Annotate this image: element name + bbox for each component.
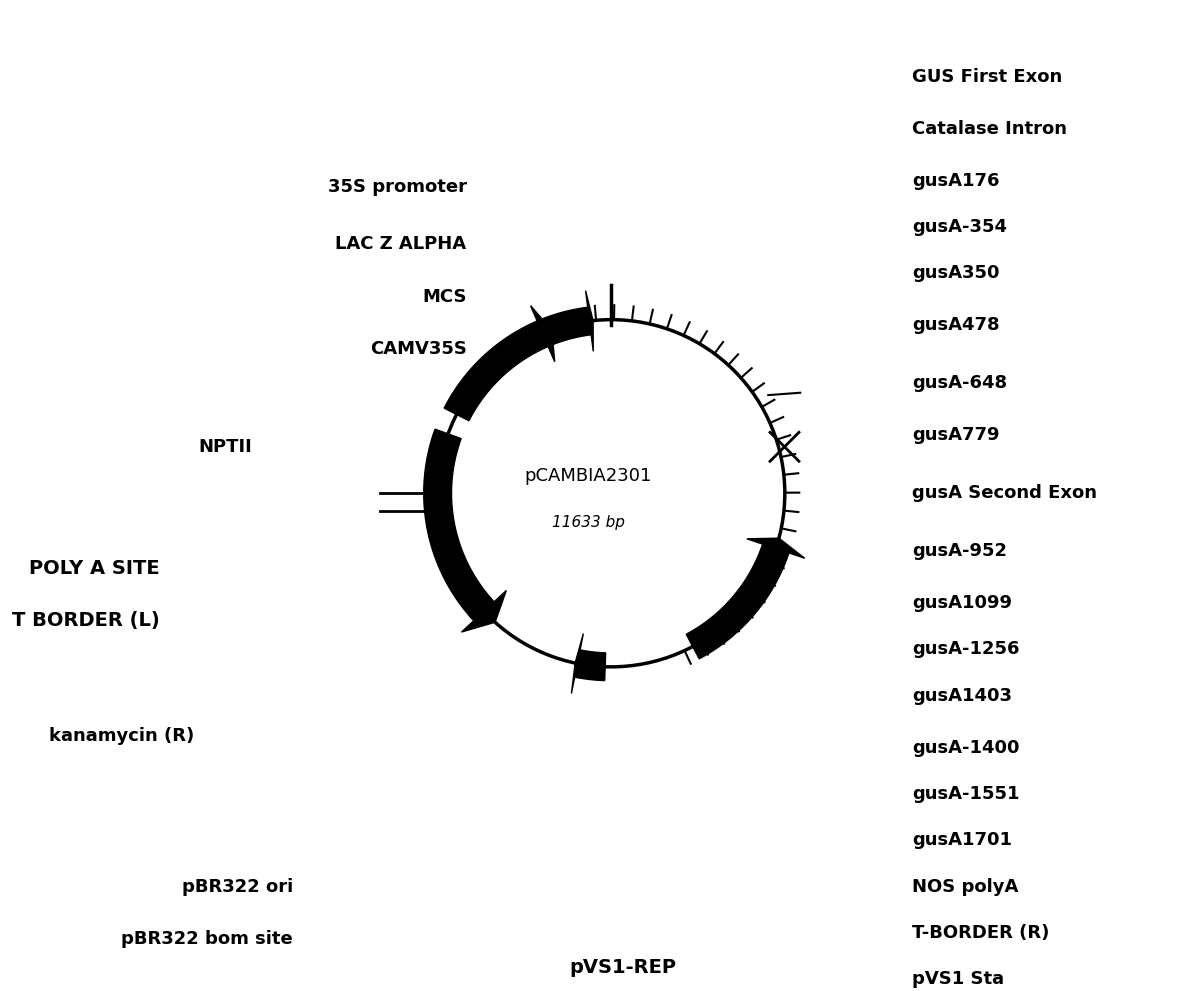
- Text: gusA Second Exon: gusA Second Exon: [912, 485, 1097, 502]
- Text: CAMV35S: CAMV35S: [370, 340, 466, 358]
- Text: gusA-1551: gusA-1551: [912, 785, 1020, 803]
- Polygon shape: [686, 544, 789, 659]
- Text: pVS1-REP: pVS1-REP: [569, 958, 677, 977]
- Text: gusA1403: gusA1403: [912, 687, 1013, 705]
- Text: gusA-648: gusA-648: [912, 375, 1007, 392]
- Text: gusA-1256: gusA-1256: [912, 640, 1020, 658]
- Text: gusA478: gusA478: [912, 316, 1000, 334]
- Polygon shape: [575, 650, 606, 681]
- Text: T BORDER (L): T BORDER (L): [12, 611, 160, 630]
- Text: pCAMBIA2301: pCAMBIA2301: [524, 467, 652, 485]
- Text: T-BORDER (R): T-BORDER (R): [912, 924, 1049, 942]
- Text: Catalase Intron: Catalase Intron: [912, 120, 1067, 138]
- Polygon shape: [531, 305, 555, 362]
- Text: GUS First Exon: GUS First Exon: [912, 67, 1062, 85]
- Polygon shape: [571, 633, 583, 694]
- Text: NPTII: NPTII: [199, 438, 252, 456]
- Text: pBR322 ori: pBR322 ori: [182, 878, 293, 896]
- Text: gusA176: gusA176: [912, 171, 1000, 189]
- Text: gusA1701: gusA1701: [912, 831, 1013, 849]
- Text: NOS polyA: NOS polyA: [912, 878, 1019, 896]
- Text: 35S promoter: 35S promoter: [328, 177, 466, 195]
- Text: gusA779: gusA779: [912, 426, 1000, 444]
- Polygon shape: [541, 307, 592, 345]
- Text: pVS1 Sta: pVS1 Sta: [912, 970, 1004, 988]
- Text: MCS: MCS: [422, 287, 466, 305]
- Text: pBR322 bom site: pBR322 bom site: [121, 930, 293, 947]
- Polygon shape: [746, 538, 804, 558]
- Text: kanamycin (R): kanamycin (R): [50, 727, 194, 745]
- Polygon shape: [586, 290, 593, 352]
- Text: gusA-952: gusA-952: [912, 542, 1007, 560]
- Text: gusA-354: gusA-354: [912, 218, 1007, 236]
- Polygon shape: [444, 321, 548, 421]
- Polygon shape: [424, 429, 494, 620]
- Text: gusA1099: gusA1099: [912, 595, 1013, 612]
- Polygon shape: [461, 591, 506, 632]
- Text: LAC Z ALPHA: LAC Z ALPHA: [336, 236, 466, 254]
- Text: POLY A SITE: POLY A SITE: [30, 559, 160, 578]
- Text: gusA-1400: gusA-1400: [912, 739, 1020, 757]
- Text: 11633 bp: 11633 bp: [551, 514, 625, 529]
- Text: gusA350: gusA350: [912, 265, 1000, 282]
